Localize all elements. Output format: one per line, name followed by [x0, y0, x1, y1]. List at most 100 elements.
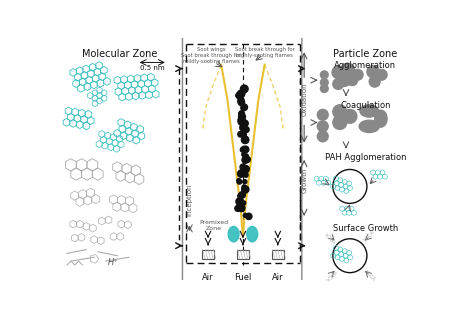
Circle shape [238, 119, 244, 125]
Ellipse shape [374, 110, 387, 127]
Circle shape [341, 63, 355, 77]
FancyBboxPatch shape [202, 249, 214, 259]
Circle shape [236, 198, 243, 205]
Circle shape [243, 165, 249, 172]
Circle shape [242, 119, 246, 123]
Text: HACA: HACA [324, 269, 337, 282]
Circle shape [242, 132, 246, 137]
FancyBboxPatch shape [272, 249, 284, 259]
Circle shape [242, 147, 247, 152]
Circle shape [333, 239, 367, 273]
Circle shape [238, 205, 242, 209]
Circle shape [333, 116, 347, 129]
Circle shape [317, 109, 328, 120]
Circle shape [240, 124, 246, 131]
Circle shape [376, 69, 387, 80]
Circle shape [237, 204, 245, 212]
Circle shape [235, 205, 241, 211]
Circle shape [243, 86, 247, 90]
Circle shape [243, 167, 249, 173]
Circle shape [237, 180, 242, 184]
Circle shape [239, 171, 243, 175]
Circle shape [238, 113, 246, 120]
Text: HACA: HACA [324, 230, 337, 243]
Circle shape [240, 193, 245, 197]
Text: Soot break through for
highly-sooting flames: Soot break through for highly-sooting fl… [235, 47, 294, 58]
Circle shape [242, 186, 249, 193]
Circle shape [238, 170, 244, 175]
Ellipse shape [359, 120, 379, 133]
Ellipse shape [228, 226, 239, 242]
Text: HACA: HACA [363, 269, 376, 282]
Circle shape [369, 76, 380, 87]
Circle shape [242, 146, 249, 153]
Text: Surface Growth: Surface Growth [333, 224, 398, 233]
Circle shape [333, 105, 347, 119]
Circle shape [236, 92, 243, 99]
Circle shape [244, 158, 248, 162]
Circle shape [246, 213, 252, 220]
Circle shape [242, 120, 248, 127]
Circle shape [242, 157, 249, 163]
Text: Coagulation: Coagulation [340, 101, 391, 110]
Circle shape [244, 188, 248, 192]
Circle shape [317, 121, 328, 132]
Text: Air: Air [272, 273, 283, 282]
Circle shape [239, 131, 244, 136]
Circle shape [245, 154, 248, 158]
Text: Inception: Inception [186, 183, 192, 216]
Circle shape [352, 69, 363, 80]
Circle shape [241, 201, 246, 205]
Circle shape [320, 79, 328, 86]
Circle shape [320, 85, 328, 93]
Text: Growth: Growth [301, 168, 307, 193]
Circle shape [238, 194, 242, 198]
Circle shape [241, 104, 247, 111]
Circle shape [244, 156, 250, 162]
Text: Fuel: Fuel [234, 273, 252, 282]
Circle shape [243, 127, 249, 133]
Ellipse shape [360, 105, 379, 117]
Circle shape [238, 97, 244, 103]
FancyBboxPatch shape [57, 36, 182, 283]
Circle shape [332, 66, 345, 79]
Text: 0.5 nm: 0.5 nm [140, 65, 164, 71]
Circle shape [238, 199, 243, 203]
Circle shape [238, 117, 244, 123]
Circle shape [347, 75, 357, 86]
Text: Soot wings
Soot break through for
mildly-sooting flames: Soot wings Soot break through for mildly… [181, 47, 241, 64]
Circle shape [239, 101, 244, 105]
FancyBboxPatch shape [237, 249, 249, 259]
Text: H⁺: H⁺ [107, 258, 118, 267]
Text: Agglomeration: Agglomeration [334, 61, 396, 70]
Circle shape [240, 85, 248, 93]
Circle shape [367, 66, 379, 78]
Circle shape [238, 99, 243, 104]
Circle shape [320, 71, 328, 79]
Circle shape [238, 111, 245, 117]
Circle shape [241, 147, 246, 151]
Circle shape [237, 94, 243, 99]
Circle shape [242, 152, 246, 157]
Circle shape [238, 99, 245, 106]
Circle shape [242, 136, 249, 144]
Circle shape [241, 106, 246, 111]
Circle shape [338, 74, 351, 86]
Circle shape [246, 157, 250, 162]
Text: Particle Zone: Particle Zone [333, 49, 398, 59]
Circle shape [242, 185, 246, 189]
Circle shape [236, 93, 241, 98]
Circle shape [240, 147, 245, 152]
Ellipse shape [247, 226, 258, 242]
Text: Molecular Zone: Molecular Zone [82, 49, 157, 59]
Circle shape [238, 131, 244, 137]
Circle shape [244, 173, 248, 177]
Text: HACA: HACA [363, 230, 376, 243]
Circle shape [241, 136, 248, 143]
Text: Air: Air [202, 273, 214, 282]
Circle shape [239, 192, 246, 198]
Circle shape [333, 169, 367, 203]
Circle shape [333, 79, 344, 89]
Circle shape [237, 170, 245, 177]
Circle shape [343, 109, 357, 123]
